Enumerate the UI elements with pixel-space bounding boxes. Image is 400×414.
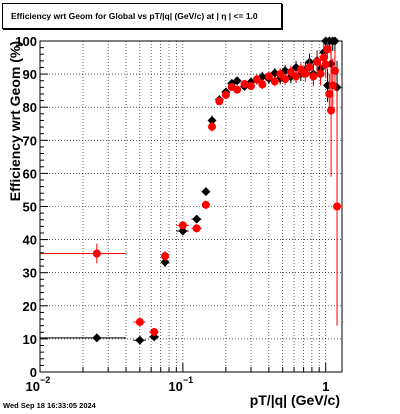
y-axis-label: Efficiency wrt Geom (%) [7,41,23,201]
data-point-diamond [201,187,211,197]
data-point-diamond [160,257,170,267]
data-point-diamond [192,214,202,224]
data-point-diamond [207,115,217,125]
data-point-circle [264,72,273,81]
data-point-circle [221,90,230,99]
data-point-diamond [178,226,188,236]
data-point-circle [240,80,249,89]
data-point-circle [313,57,322,66]
series-red [40,41,342,336]
data-point-circle [330,66,339,75]
y-tick-label: 80 [23,100,37,115]
x-tick-label: 10 [168,379,182,394]
data-point-diamond [135,335,145,345]
data-point-circle [281,75,290,84]
data-point-circle [252,75,261,84]
data-point-circle [321,60,330,69]
data-point-circle [233,85,242,94]
chart-title: Efficiency wrt Geom for Global vs pT/|q|… [11,11,258,21]
y-tick-label: 90 [23,67,37,82]
data-point-circle [150,327,159,336]
y-tick-label: 0 [30,365,37,380]
data-point-circle [247,82,256,91]
data-point-circle [323,45,332,54]
data-point-circle [292,72,301,81]
data-point-circle [192,224,201,233]
data-point-circle [301,69,310,78]
data-point-circle [276,70,285,79]
data-point-diamond [232,76,242,86]
data-point-circle [316,69,325,78]
data-point-circle [333,202,342,211]
x-tick-label: 1 [322,379,329,394]
title-box: Efficiency wrt Geom for Global vs pT/|q|… [2,3,282,29]
y-tick-label: 20 [23,299,37,314]
x-tick-exponent: −2 [40,375,50,385]
data-point-circle [92,249,101,258]
x-axis-label: pT/|q| (GeV/c) [250,392,340,408]
data-point-circle [328,81,337,90]
data-point-circle [215,97,224,106]
data-point-circle [208,122,217,131]
data-point-circle [325,89,334,98]
data-point-circle [319,53,328,62]
grid [40,41,342,372]
data-layer [40,36,342,345]
y-tick-label: 60 [23,166,37,181]
data-point-diamond [92,333,102,343]
y-tick-label: 100 [15,34,37,49]
y-tick-label: 40 [23,233,37,248]
data-point-circle [258,80,267,89]
x-tick-exponent: −1 [183,375,193,385]
data-point-circle [309,72,318,81]
x-tick-label: 10 [26,379,40,394]
data-point-circle [135,318,144,327]
y-tick-label: 70 [23,133,37,148]
y-tick-label: 30 [23,266,37,281]
data-point-circle [161,252,170,261]
data-point-circle [178,221,187,230]
data-point-circle [270,77,279,86]
y-tick-label: 50 [23,200,37,215]
data-point-circle [201,200,210,209]
data-point-circle [327,106,336,115]
y-tick-label: 10 [23,332,37,347]
data-point-circle [305,63,314,72]
timestamp: Wed Sep 18 16:33:05 2024 [3,401,96,410]
